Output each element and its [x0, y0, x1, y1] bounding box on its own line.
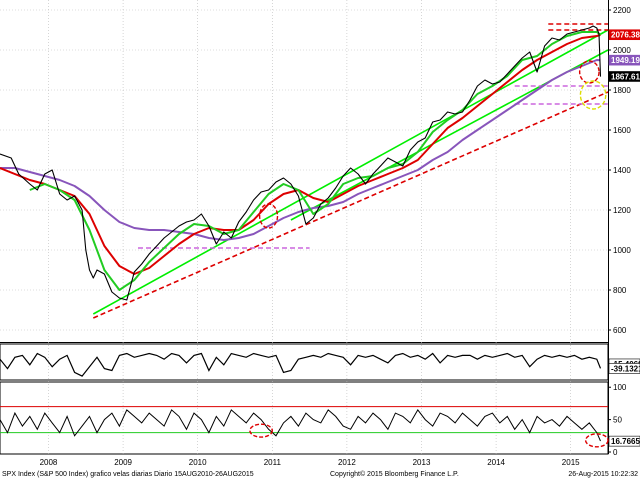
osc2-tick-label-100: 100 — [613, 383, 627, 392]
tag-1949-label: 1949.19 — [611, 56, 640, 65]
y-tick-label-1600: 1600 — [613, 126, 631, 135]
price-plot — [0, 23, 609, 319]
series-ma-50 — [29, 31, 602, 291]
y-tick-label-600: 600 — [613, 326, 627, 335]
x-axis-ticks: 2008 2009 2010 2011 2012 2013 2014 2015 — [40, 458, 581, 467]
x-tick-label-2010: 2010 — [189, 458, 207, 467]
tag-1867-box — [608, 71, 640, 82]
series-osc2 — [0, 408, 601, 442]
value-tags: 2076.381949.191867.61-15.4069-39.132116.… — [608, 29, 640, 447]
series-ma-200 — [0, 59, 601, 241]
y-tick-label-2200: 2200 — [613, 6, 631, 15]
y-tick-label-1200: 1200 — [613, 206, 631, 215]
x-tick-label-2009: 2009 — [114, 458, 132, 467]
tag-osc-b-label: -39.1321 — [611, 364, 640, 373]
x-tick-label-2013: 2013 — [413, 458, 431, 467]
y-tick-label-800: 800 — [613, 286, 627, 295]
y-tick-label-1400: 1400 — [613, 166, 631, 175]
ellipse-osc-2015 — [584, 433, 609, 448]
footer-center: Copyright© 2015 Bloomberg Finance L.P. — [330, 470, 459, 478]
oscillator-2-panel — [0, 381, 609, 455]
ellipse-red-2011 — [258, 203, 279, 229]
oscillator-1-panel — [0, 343, 609, 381]
tag-2076-box — [608, 29, 640, 41]
x-tick-label-2008: 2008 — [40, 458, 58, 467]
ellipse-osc-2011 — [249, 423, 273, 438]
price-panel — [0, 0, 608, 342]
tag-osc-b-box — [608, 363, 640, 374]
y-tick-label-1000: 1000 — [613, 246, 631, 255]
ellipse-red-1 — [578, 60, 600, 84]
osc2-tick-label-50: 50 — [613, 416, 622, 425]
ellipse-yellow — [579, 80, 607, 110]
series-osc1 — [0, 352, 602, 377]
y-axis-ticks: 600 800 1000 1200 1400 1600 1800 2000 2200 0 50 100 — [608, 6, 631, 457]
tag-2076-label: 2076.38 — [611, 31, 640, 40]
x-tick-label-2015: 2015 — [562, 458, 580, 467]
oscillator-2-plot — [0, 406, 609, 448]
footer-right: 26-Aug-2015 10:22:32 — [568, 471, 638, 478]
trend-red — [92, 91, 609, 319]
footer-left: SPX Index (S&P 500 Index) grafico velas … — [2, 471, 254, 478]
oscillator-1-plot — [0, 352, 602, 377]
tag-16-box — [608, 435, 640, 447]
y-tick-label-2000: 2000 — [613, 46, 631, 55]
x-tick-label-2014: 2014 — [487, 458, 505, 467]
trend-green-1 — [92, 29, 609, 315]
tag-16-label: 16.7665 — [611, 437, 640, 446]
tag-1949-box — [608, 54, 640, 66]
x-tick-label-2011: 2011 — [264, 458, 282, 467]
series-price — [0, 25, 602, 301]
tag-1867-label: 1867.61 — [611, 72, 640, 81]
series-ma-100 — [0, 33, 601, 275]
x-tick-label-2012: 2012 — [338, 458, 356, 467]
osc2-tick-label-0: 0 — [613, 448, 618, 457]
y-tick-label-1800: 1800 — [613, 86, 631, 95]
